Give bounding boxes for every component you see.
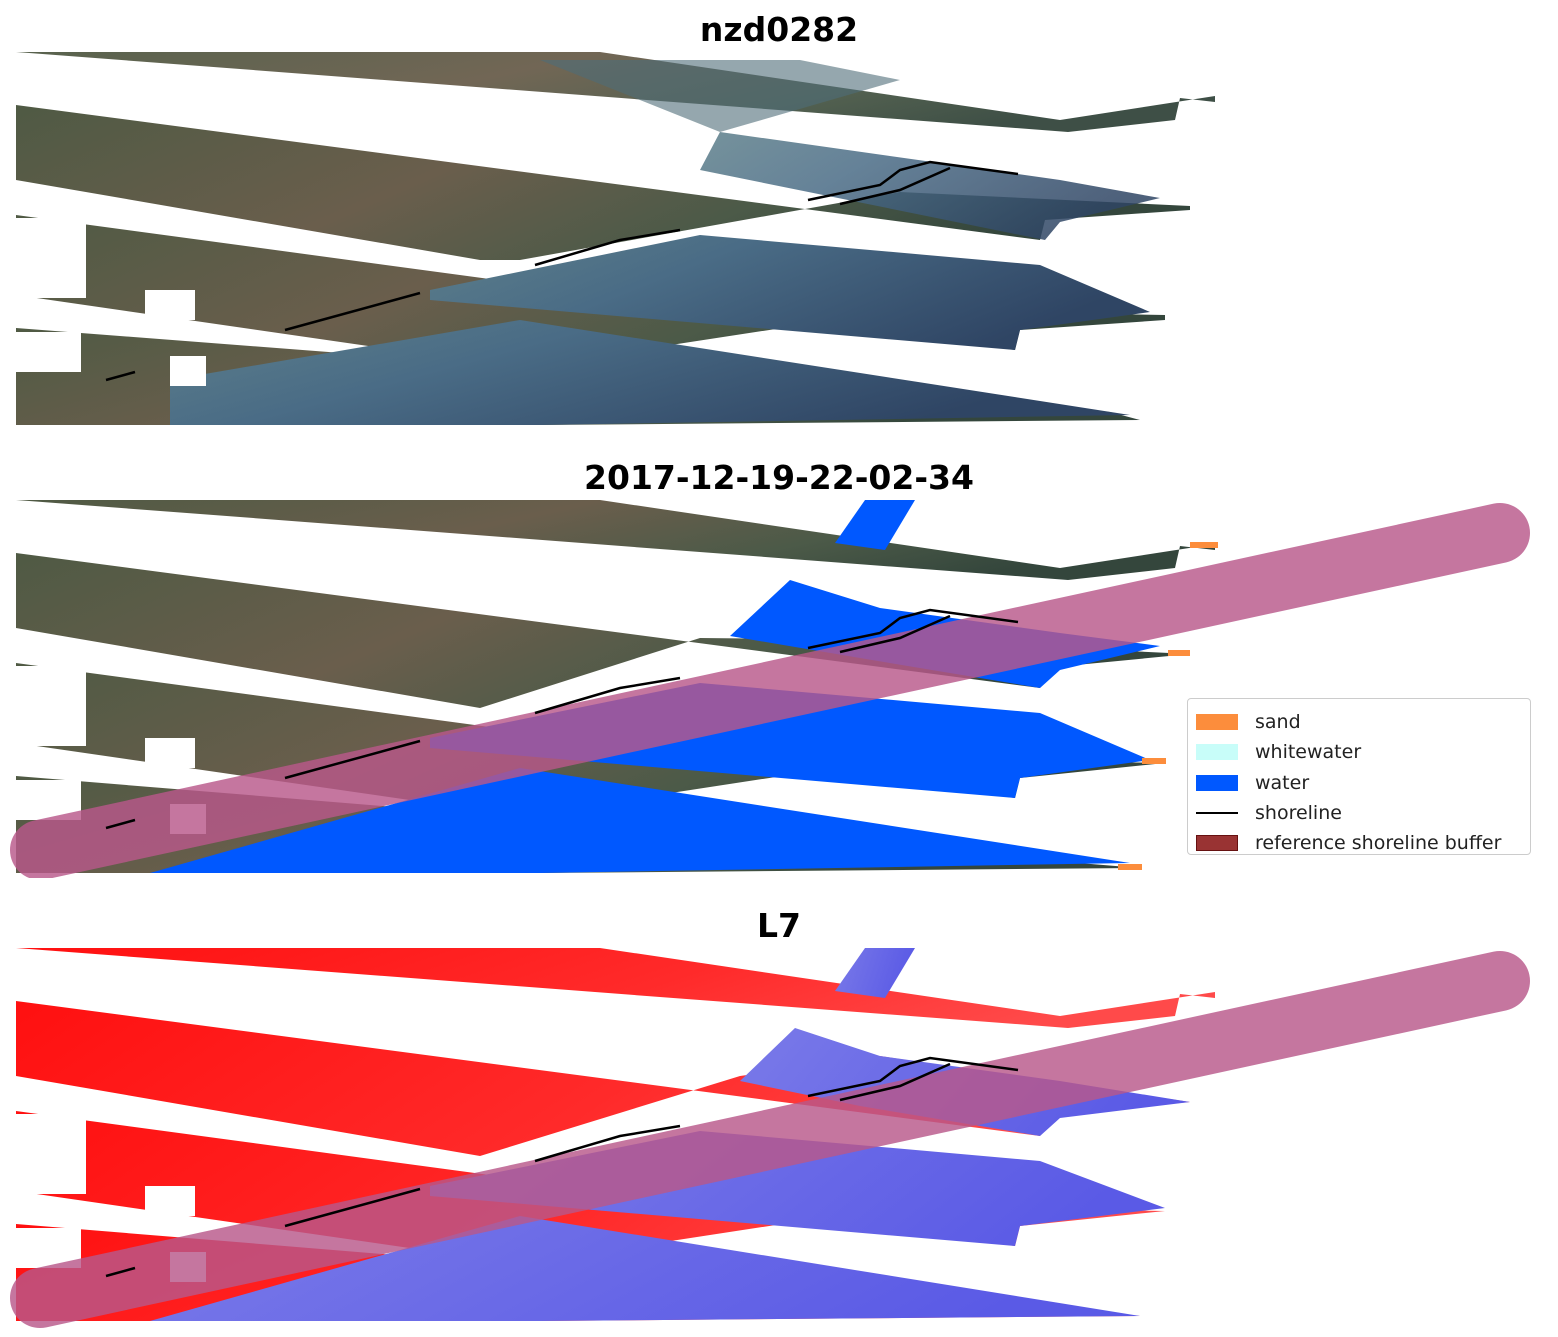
legend-label-whitewater: whitewater xyxy=(1255,741,1362,764)
panel-title-3: L7 xyxy=(757,906,801,945)
sand-class xyxy=(1118,542,1218,870)
panel-title-1: nzd0282 xyxy=(699,10,859,49)
shoreline-lines xyxy=(105,608,1019,830)
reference-shoreline-buffer xyxy=(10,503,1530,878)
shoreline-lines xyxy=(105,1056,1019,1278)
legend-item-reference-buffer: reference shoreline buffer xyxy=(1196,828,1522,858)
legend-swatch-water xyxy=(1196,774,1238,791)
classification-panel xyxy=(10,500,1530,878)
ndwi-panel xyxy=(10,948,1530,1328)
legend-label-shoreline: shoreline xyxy=(1255,802,1342,825)
legend-line-shoreline xyxy=(1196,812,1238,815)
cloud-mask-holes xyxy=(16,218,206,386)
legend-label-reference-buffer: reference shoreline buffer xyxy=(1255,832,1502,855)
rgb-image-panel xyxy=(16,52,1215,425)
legend-item-sand: sand xyxy=(1196,707,1522,737)
legend-swatch-sand xyxy=(1196,714,1238,731)
legend-label-water: water xyxy=(1255,771,1310,794)
legend-label-sand: sand xyxy=(1255,711,1301,734)
scan-stripes-sea xyxy=(170,60,1160,425)
legend-item-whitewater: whitewater xyxy=(1196,737,1522,767)
legend-item-water: water xyxy=(1196,768,1522,798)
panel-title-2: 2017-12-19-22-02-34 xyxy=(584,458,974,497)
legend-swatch-reference-buffer xyxy=(1196,835,1238,852)
legend-swatch-whitewater xyxy=(1196,744,1238,761)
reference-shoreline-buffer xyxy=(10,951,1530,1328)
shoreline-lines xyxy=(105,160,1019,382)
legend: sand whitewater water shoreline referenc… xyxy=(1187,698,1531,855)
legend-item-shoreline: shoreline xyxy=(1196,798,1522,828)
